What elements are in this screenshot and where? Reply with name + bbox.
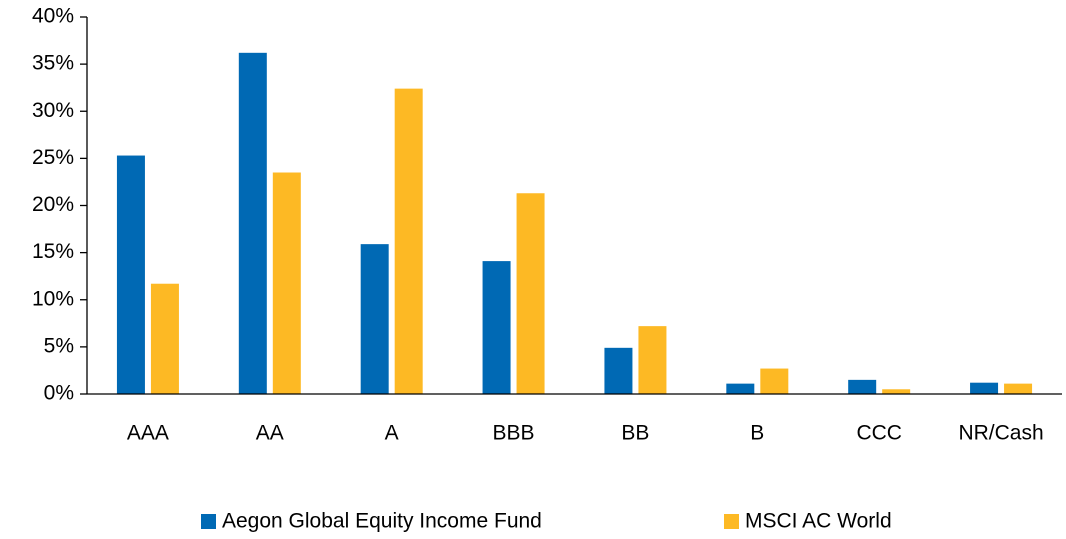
bar xyxy=(238,52,267,394)
x-tick-label: BBB xyxy=(493,422,535,445)
y-tick-label: 10% xyxy=(32,287,74,310)
legend-swatch xyxy=(724,514,739,529)
bar xyxy=(150,283,179,394)
bar xyxy=(116,155,145,394)
x-tick-label: A xyxy=(385,422,399,445)
bar xyxy=(482,261,511,394)
bar xyxy=(1004,383,1033,394)
x-tick-label: CCC xyxy=(856,422,902,445)
bar xyxy=(638,326,667,394)
x-tick-label: NR/Cash xyxy=(958,422,1043,445)
bar xyxy=(726,383,755,394)
bar xyxy=(848,379,877,394)
y-tick-label: 0% xyxy=(44,382,74,405)
bar xyxy=(970,382,999,394)
x-tick-label: BB xyxy=(621,422,649,445)
y-tick-label: 20% xyxy=(32,193,74,216)
y-tick-label: 25% xyxy=(32,146,74,169)
bar xyxy=(882,389,911,394)
y-tick-label: 40% xyxy=(32,5,74,28)
legend-swatch xyxy=(201,514,216,529)
y-tick-label: 35% xyxy=(32,52,74,75)
y-tick-label: 15% xyxy=(32,240,74,263)
legend-label: MSCI AC World xyxy=(745,510,892,533)
bar xyxy=(516,193,545,394)
y-tick-label: 5% xyxy=(44,334,74,357)
x-tick-label: AA xyxy=(256,422,284,445)
x-tick-label: B xyxy=(750,422,764,445)
bar xyxy=(360,244,389,394)
y-tick-label: 30% xyxy=(32,99,74,122)
legend-label: Aegon Global Equity Income Fund xyxy=(222,510,542,533)
bar xyxy=(760,368,789,394)
bar xyxy=(272,172,301,394)
bar xyxy=(394,88,423,394)
x-tick-label: AAA xyxy=(127,422,169,445)
bar xyxy=(604,347,633,394)
